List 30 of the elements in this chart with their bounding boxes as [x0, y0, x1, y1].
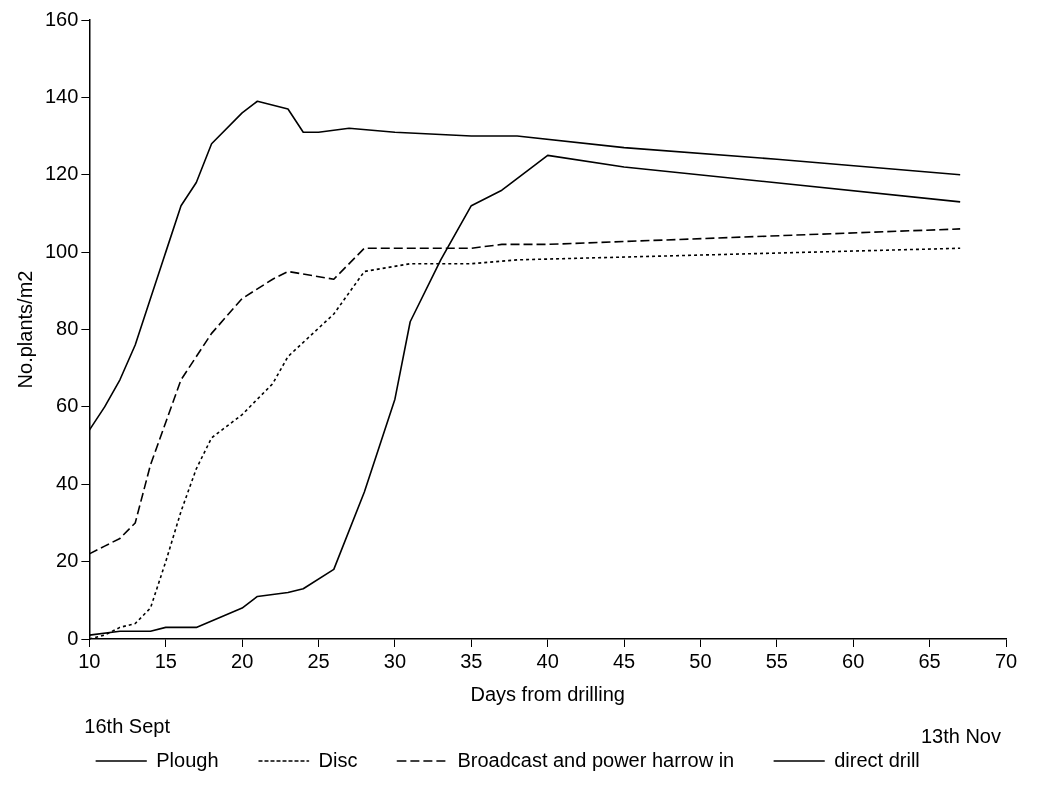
x-tick-label: 65	[918, 649, 941, 672]
y-tick-label: 20	[56, 549, 79, 572]
x-tick-label: 15	[154, 649, 177, 672]
x-tick-label: 55	[765, 649, 788, 672]
y-tick-label: 120	[44, 162, 79, 185]
y-tick-label: 80	[56, 317, 79, 340]
x-tick-label: 60	[842, 649, 865, 672]
legend-label: direct drill	[834, 748, 920, 771]
y-axis-title: No.plants/m2	[13, 270, 36, 389]
text: 16th Sept	[84, 714, 171, 737]
legend-label: Broadcast and power harrow in	[457, 748, 735, 771]
x-tick-label: 70	[994, 649, 1018, 672]
x-tick-label: 25	[307, 649, 330, 672]
x-tick-label: 35	[460, 649, 483, 672]
y-tick-label: 100	[44, 239, 79, 262]
x-tick-label: 40	[536, 649, 559, 672]
x-tick-label: 10	[78, 649, 101, 672]
y-tick-label: 40	[56, 471, 79, 494]
y-tick-label: 160	[44, 7, 79, 30]
x-axis-title: Days from drilling	[470, 682, 625, 705]
y-tick-label: 0	[67, 626, 79, 649]
legend-label: Disc	[318, 748, 358, 771]
x-tick-label: 45	[612, 649, 636, 672]
text: 13th Nov	[920, 724, 1001, 747]
x-tick-label: 50	[689, 649, 712, 672]
x-tick-label: 20	[231, 649, 254, 672]
x-tick-label: 30	[383, 649, 407, 672]
y-tick-label: 140	[44, 84, 79, 107]
y-tick-label: 60	[56, 394, 79, 417]
legend-label: Plough	[156, 748, 219, 771]
